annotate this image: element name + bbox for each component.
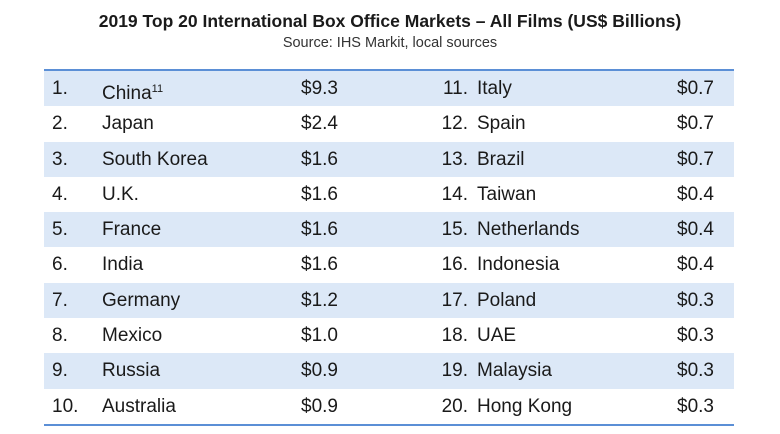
value-cell: $1.6: [301, 183, 338, 205]
market-cell: Netherlands: [477, 219, 580, 241]
market-cell: Malaysia: [477, 360, 552, 382]
rank-cell: 1.: [52, 78, 68, 99]
rank-cell: 19.: [441, 360, 468, 382]
rank-cell: 2.: [52, 113, 68, 135]
market-cell: Hong Kong: [477, 395, 573, 417]
value-cell: $0.7: [677, 148, 714, 170]
value-cell: $0.4: [677, 219, 714, 241]
chart-title: 2019 Top 20 International Box Office Mar…: [98, 11, 682, 31]
table-row: 1. China11 $9.3 11. Italy $0.7: [44, 71, 734, 107]
market-cell: UAE: [477, 325, 517, 347]
table-row: 4. U.K. $1.6 14. Taiwan $0.4: [44, 177, 734, 212]
market-cell: South Korea: [102, 148, 208, 170]
value-cell: $0.7: [677, 113, 714, 135]
value-cell: $1.6: [301, 219, 338, 241]
footnote-marker: 11: [151, 83, 164, 95]
table-row: 8. Mexico $1.0 18. UAE $0.3: [44, 318, 734, 353]
market-cell: Australia: [102, 395, 176, 417]
rank-cell: 18.: [441, 325, 468, 347]
market-cell: Poland: [477, 289, 537, 311]
rank-cell: 5.: [52, 219, 68, 241]
market-cell: Russia: [102, 360, 161, 382]
value-cell: $0.4: [677, 254, 714, 276]
rank-cell: 3.: [52, 148, 68, 170]
rank-cell: 8.: [52, 325, 68, 347]
table-row: 10. Australia $0.9 20. Hong Kong $0.3: [44, 389, 734, 424]
rank-cell: 10.: [52, 395, 79, 417]
rank-cell: 12.: [441, 113, 468, 135]
market-cell: Brazil: [477, 148, 525, 170]
table-row: 7. Germany $1.2 17. Poland $0.3: [44, 282, 734, 319]
value-cell: $1.2: [301, 289, 338, 311]
value-cell: $1.6: [301, 148, 338, 170]
rank-cell: 7.: [52, 289, 68, 311]
rank-cell: 6.: [52, 254, 68, 276]
value-cell: $9.3: [301, 78, 338, 99]
market-cell: Germany: [102, 289, 181, 311]
market-cell: India: [102, 254, 144, 276]
value-cell: $0.4: [677, 183, 714, 205]
chart-subtitle: Source: IHS Markit, local sources: [282, 35, 498, 51]
rank-cell: 4.: [52, 183, 68, 205]
rank-cell: 20.: [441, 395, 468, 417]
market-cell: Indonesia: [477, 254, 560, 276]
value-cell: $0.7: [677, 78, 714, 99]
rank-cell: 15.: [441, 219, 468, 241]
value-cell: $0.9: [301, 360, 338, 382]
market-cell: Japan: [102, 113, 154, 135]
market-cell: Spain: [477, 113, 526, 135]
market-cell: China11: [102, 83, 164, 104]
market-cell: France: [102, 219, 162, 241]
rank-cell: 13.: [441, 148, 468, 170]
value-cell: $1.0: [301, 325, 338, 347]
value-cell: $0.3: [677, 395, 714, 417]
value-cell: $0.9: [301, 395, 338, 417]
table-row: 2. Japan $2.4 12. Spain $0.7: [44, 106, 734, 141]
value-cell: $0.3: [677, 289, 714, 311]
rank-cell: 14.: [441, 183, 468, 205]
table-row: 9. Russia $0.9 19. Malaysia $0.3: [44, 353, 734, 389]
rank-cell: 16.: [441, 254, 468, 276]
market-cell: U.K.: [102, 183, 139, 205]
table-row: 5. France $1.6 15. Netherlands $0.4: [44, 212, 734, 248]
box-office-table: 1. China11 $9.3 11. Italy $0.7 2. Japan $2.4 12. S…: [44, 69, 734, 426]
rank-cell: 17.: [441, 289, 468, 311]
value-cell: $1.6: [301, 254, 338, 276]
value-cell: $2.4: [301, 113, 338, 135]
value-cell: $0.3: [677, 325, 714, 347]
rank-cell: 11.: [442, 78, 468, 99]
value-cell: $0.3: [677, 360, 714, 382]
market-cell: Italy: [477, 78, 512, 99]
market-cell: Taiwan: [477, 183, 537, 205]
rank-cell: 9.: [52, 360, 68, 382]
table-row: 6. India $1.6 16. Indonesia $0.4: [44, 247, 734, 282]
table-row: 3. South Korea $1.6 13. Brazil $0.7: [44, 141, 734, 177]
market-cell: Mexico: [102, 325, 163, 347]
